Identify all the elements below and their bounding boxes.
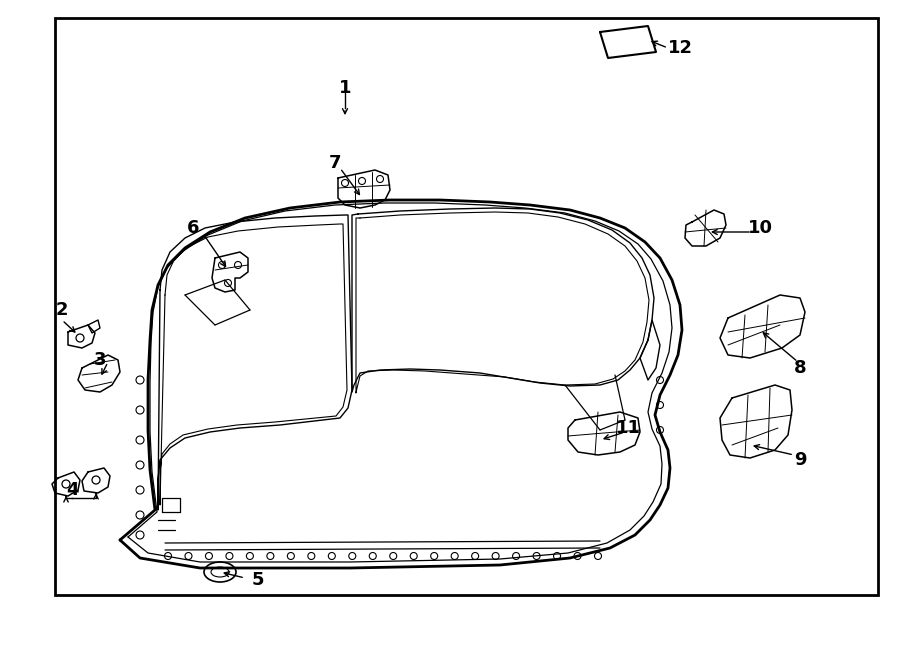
- Text: 10: 10: [748, 219, 772, 237]
- Text: 4: 4: [66, 481, 78, 499]
- Text: 8: 8: [794, 359, 806, 377]
- Text: 3: 3: [94, 351, 106, 369]
- Text: 7: 7: [328, 154, 341, 172]
- Bar: [55, 18, 878, 595]
- Text: 12: 12: [668, 39, 693, 57]
- Text: 11: 11: [616, 419, 641, 437]
- Text: 2: 2: [56, 301, 68, 319]
- Text: 6: 6: [187, 219, 199, 237]
- Text: 9: 9: [794, 451, 806, 469]
- Text: 1: 1: [338, 79, 351, 97]
- Text: 5: 5: [252, 571, 265, 589]
